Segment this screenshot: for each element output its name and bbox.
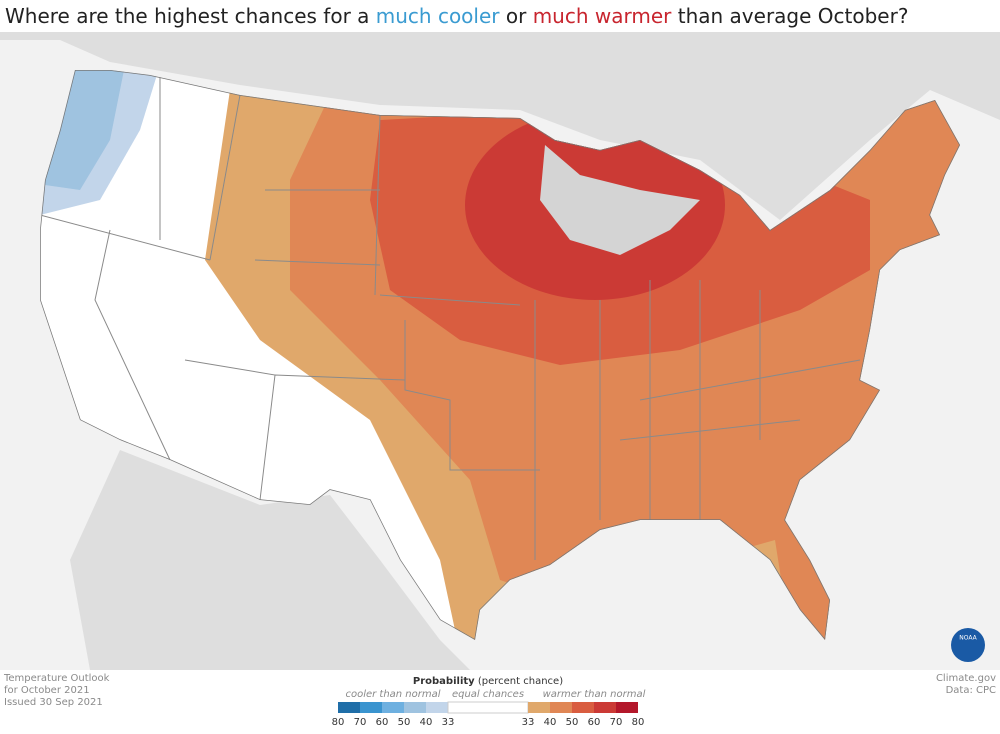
great-lakes: [540, 145, 700, 255]
legend-swatch: [404, 702, 426, 713]
legend-tick: 50: [398, 717, 411, 728]
legend-tick: 40: [420, 717, 433, 728]
legend-swatch: [594, 702, 616, 713]
legend-tick: 60: [376, 717, 389, 728]
legend-tick: 80: [632, 717, 645, 728]
legend-title: Probability (percent chance): [413, 676, 563, 687]
legend-tick: 80: [332, 717, 345, 728]
legend-tick: 33: [522, 717, 535, 728]
legend-label: cooler than normal: [345, 689, 440, 700]
legend-tick: 33: [442, 717, 455, 728]
title-warm: much warmer: [533, 4, 672, 28]
legend-tick: 70: [354, 717, 367, 728]
legend-title-note: (percent chance): [478, 676, 563, 687]
title-text: or: [500, 4, 533, 28]
legend-swatch: [616, 702, 638, 713]
state-lines: [40, 75, 861, 560]
footer-text: Temperature Outlook: [3, 673, 110, 684]
title-cool: much cooler: [376, 4, 501, 28]
legend-swatch: [360, 702, 382, 713]
footer-text: for October 2021: [4, 685, 90, 696]
legend-title-main: Probability: [413, 676, 475, 687]
title-text: Where are the highest chances for a: [5, 4, 376, 28]
logo-text: NOAA: [959, 635, 977, 642]
legend-tick: 40: [544, 717, 557, 728]
footer-text: Data: CPC: [946, 685, 996, 696]
legend-swatch: [528, 702, 550, 713]
legend-label: equal chances: [452, 689, 524, 700]
mexico: [70, 450, 470, 670]
legend-tick: 60: [588, 717, 601, 728]
footer-text: Climate.gov: [936, 673, 996, 684]
legend-swatch: [338, 702, 360, 713]
legend-label: warmer than normal: [543, 689, 646, 700]
footer-text: Issued 30 Sep 2021: [4, 697, 103, 708]
legend: 80 70 60 50 40 33 33 40 50 60 70 80: [332, 701, 645, 728]
legend-swatch: [426, 702, 448, 713]
legend-tick: 50: [566, 717, 579, 728]
legend-swatch: [382, 702, 404, 713]
legend-swatch: [447, 701, 529, 714]
canada: [0, 32, 1000, 220]
legend-tick: 70: [610, 717, 623, 728]
legend-swatch: [550, 702, 572, 713]
logo: [951, 628, 985, 662]
legend-swatch: [572, 702, 594, 713]
title-text: than average October?: [671, 4, 908, 28]
title: Where are the highest chances for a much…: [5, 4, 908, 28]
